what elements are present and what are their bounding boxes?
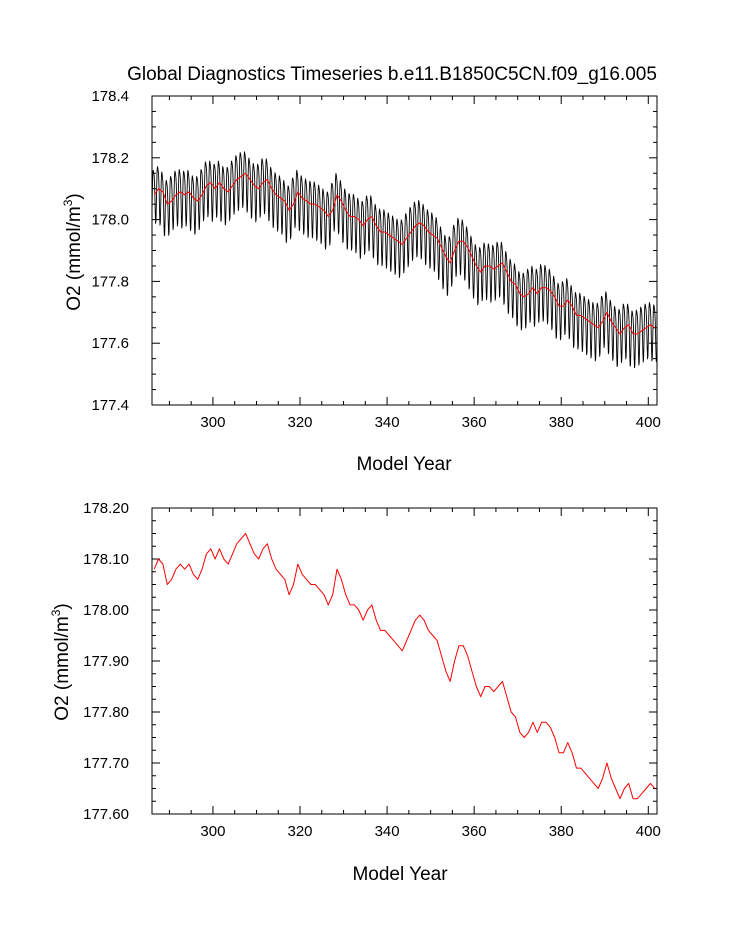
x-tick-label: 360 [462, 823, 487, 840]
y-axis-title-end: ) [64, 193, 85, 199]
x-tick-label: 380 [549, 414, 574, 431]
series-group [153, 533, 656, 800]
y-axis-title-sup: 3 [61, 199, 75, 206]
y-axis-title-end: ) [52, 603, 73, 609]
axis-ticks [152, 95, 657, 406]
y-tick-label: 178.20 [83, 500, 129, 517]
y-tick-label: 178.4 [91, 88, 129, 105]
tick-labels: 300 320 340 360 380 400 177.60 177.70 177.80 177.… [83, 500, 661, 840]
y-tick-label: 177.70 [83, 755, 129, 772]
chart-title: Global Diagnostics Timeseries b.e11.B185… [127, 64, 657, 85]
y-tick-label: 177.8 [91, 273, 129, 290]
annual-series-line [153, 172, 656, 335]
x-tick-label: 300 [200, 414, 225, 431]
y-tick-label: 177.80 [83, 704, 129, 721]
y-axis-title: O2 (mmol/m3) [61, 193, 85, 311]
x-tick-label: 320 [288, 414, 313, 431]
y-axis-title-main: O2 (mmol/m [64, 206, 85, 311]
y-tick-label: 177.90 [83, 653, 129, 670]
x-tick-label: 340 [375, 823, 400, 840]
y-axis-title-main: O2 (mmol/m [52, 616, 73, 721]
x-tick-label: 380 [549, 823, 574, 840]
y-tick-label: 178.10 [83, 551, 129, 568]
y-axis-title: O2 (mmol/m3) [49, 603, 73, 721]
y-tick-label: 177.4 [91, 397, 129, 414]
x-tick-label: 300 [200, 823, 225, 840]
y-tick-label: 178.00 [83, 602, 129, 619]
y-tick-label: 177.60 [83, 806, 129, 823]
x-tick-label: 360 [462, 414, 487, 431]
x-tick-label: 400 [636, 414, 661, 431]
y-axis-title-sup: 3 [49, 609, 63, 616]
y-tick-label: 178.2 [91, 150, 129, 167]
annual-panel: 300 320 340 360 380 400 177.60 177.70 177.80 177.… [49, 500, 661, 885]
x-axis-title: Model Year [352, 864, 448, 885]
tick-labels: 300 320 340 360 380 400 177.4 177.6 177.8 178.0 17… [91, 88, 660, 431]
axis-ticks [152, 507, 657, 815]
y-tick-label: 178.0 [91, 212, 129, 229]
x-axis-title: Model Year [356, 454, 452, 475]
x-tick-label: 400 [636, 823, 661, 840]
monthly-series-line [151, 151, 658, 369]
y-tick-label: 177.6 [91, 335, 129, 352]
annual-series-line [153, 533, 656, 800]
x-tick-label: 320 [288, 823, 313, 840]
x-tick-label: 340 [375, 414, 400, 431]
series-group [151, 151, 658, 369]
monthly-annual-panel: 300 320 340 360 380 400 177.4 177.6 177.8 178.0 17… [61, 88, 661, 475]
